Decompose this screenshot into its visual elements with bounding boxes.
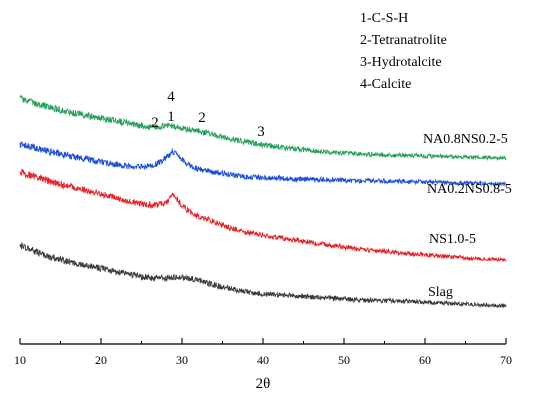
series-label-na02ns08: NA0.2NS0.8-5: [427, 182, 512, 197]
series-label-ns10: NS1.0-5: [429, 232, 476, 247]
series-line-ns1-0-5: [19, 168, 507, 262]
legend: 1-C-S-H 2-Tetranatrolite 3-Hydrotalcite …: [360, 11, 447, 92]
peak-label-csh: 1: [167, 109, 175, 125]
x-tick-label-40: 40: [257, 353, 269, 367]
series-line-na0-8ns0-2-5: [19, 94, 507, 162]
peak-annotations: 4 1 2 2 3: [151, 89, 265, 140]
series-line-slag: [19, 242, 507, 309]
x-tick-label-30: 30: [176, 353, 188, 367]
legend-entry-tetranatrolite: 2-Tetranatrolite: [360, 33, 447, 48]
x-tick-label-20: 20: [95, 353, 107, 367]
legend-entry-hydrotalcite: 3-Hydrotalcite: [360, 55, 442, 70]
legend-entry-calcite: 4-Calcite: [360, 77, 411, 92]
peak-label-hydrotalcite: 3: [257, 124, 265, 140]
series-label-na08ns02: NA0.8NS0.2-5: [423, 132, 508, 147]
x-tick-label-70: 70: [500, 353, 512, 367]
x-tick-label-50: 50: [338, 353, 350, 367]
peak-label-calcite: 4: [167, 89, 175, 105]
series-line-na0-2ns0-8-5: [19, 141, 507, 187]
x-axis-label: 2θ: [256, 376, 271, 392]
peak-label-tetranatrolite-b: 2: [198, 110, 206, 126]
x-ticks: 10 20 30 40 50 60 70: [14, 338, 512, 367]
series-layer: [19, 94, 507, 309]
peak-label-tetranatrolite-a: 2: [151, 115, 159, 131]
x-tick-label-60: 60: [419, 353, 431, 367]
series-label-slag: Slag: [428, 285, 453, 300]
series-labels: NA0.8NS0.2-5 NA0.2NS0.8-5 NS1.0-5 Slag: [423, 132, 512, 300]
legend-entry-csh: 1-C-S-H: [360, 11, 408, 26]
x-tick-label-10: 10: [14, 353, 26, 367]
